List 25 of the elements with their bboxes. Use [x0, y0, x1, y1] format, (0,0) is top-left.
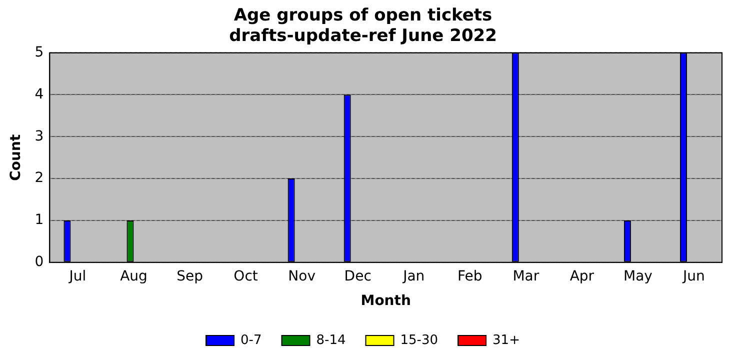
y-tick-label: 1 — [34, 212, 44, 228]
x-axis-title: Month — [360, 293, 411, 310]
x-tick-label: Dec — [344, 268, 372, 284]
y-tick-label: 5 — [34, 44, 44, 60]
y-axis-title: Count — [8, 134, 24, 181]
x-tick-label: Jul — [68, 268, 86, 284]
legend-label: 15-30 — [400, 332, 438, 348]
x-tick-label: Mar — [512, 268, 540, 284]
x-tick-label: Apr — [570, 268, 594, 284]
y-tick-label: 0 — [34, 254, 44, 270]
x-tick-label: Aug — [120, 268, 148, 284]
legend-label: 31+ — [492, 332, 520, 348]
x-tick-label: Nov — [288, 268, 316, 284]
y-tick-label: 3 — [34, 128, 44, 144]
x-tick-label: Oct — [234, 268, 258, 284]
x-tick-label: Jan — [402, 268, 425, 284]
x-tick-label: Jun — [682, 268, 705, 284]
legend-label: 0-7 — [240, 332, 262, 348]
x-tick-label: Sep — [176, 268, 204, 284]
y-tick-label: 2 — [34, 170, 44, 186]
chart-title: Age groups of open tickets drafts-update-ref June 2022 — [229, 6, 497, 46]
x-tick-label: Feb — [457, 268, 482, 284]
x-tick-label: May — [623, 268, 652, 284]
y-tick-label: 4 — [34, 86, 44, 102]
legend-label: 8-14 — [316, 332, 346, 348]
